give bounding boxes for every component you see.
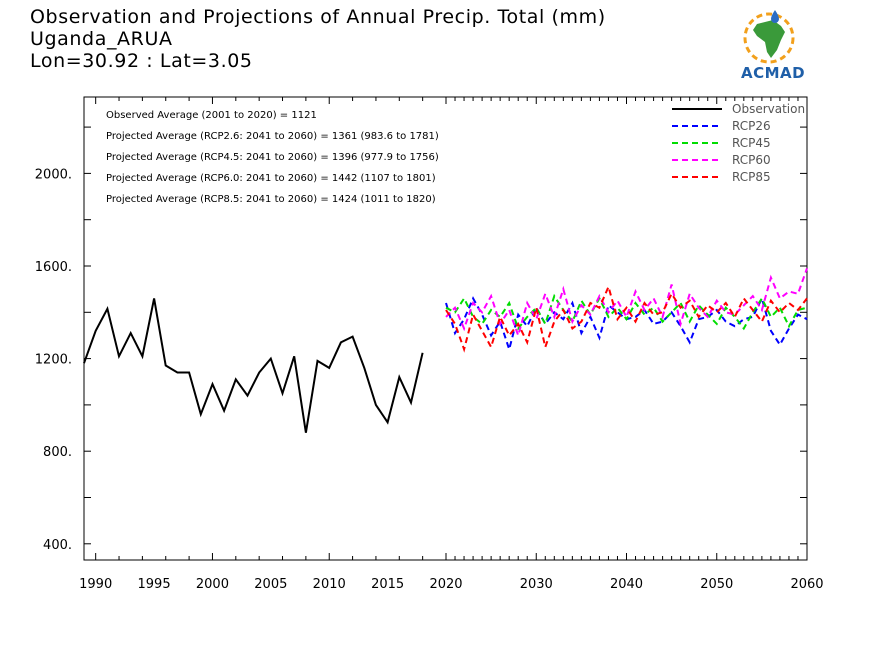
series-line-rcp45 [445,293,808,331]
y-tick-label: 2000. [35,167,72,182]
plot-frame [83,96,808,561]
axis-ticks: 400. 800. 1200. 1600. 2000. 1990 1995 2000 2005 2… [35,97,824,592]
series-lines [83,267,808,433]
x-tick-label: 2060 [790,577,823,592]
series-line-rcp60 [445,267,808,339]
stat-rcp60-average: Projected Average (RCP6.0: 2041 to 2060)… [106,173,436,184]
title-block: Observation and Projections of Annual Pr… [30,6,606,72]
x-tick-label: 1990 [79,577,112,592]
africa-globe-icon [743,10,795,64]
legend-label-observation: Observation [732,102,805,116]
legend-label-rcp85: RCP85 [732,170,771,184]
x-tick-label: 2030 [520,577,553,592]
station-coordinates: Lon=30.92 : Lat=3.05 [30,50,253,72]
series-line-observation [83,298,424,433]
plot-border [83,96,808,561]
legend-label-rcp45: RCP45 [732,136,771,150]
legend: Observation RCP26 RCP45 RCP60 RCP85 [672,102,805,184]
y-tick-label: 400. [43,538,72,553]
station-name: Uganda_ARUA [30,28,173,50]
x-tick-label: 2005 [254,577,287,592]
stat-rcp45-average: Projected Average (RCP4.5: 2041 to 2060)… [106,152,439,163]
chart-title: Observation and Projections of Annual Pr… [30,6,606,28]
y-tick-label: 800. [43,445,72,460]
stats-annotation: Observed Average (2001 to 2020) = 1121 P… [106,110,439,205]
x-tick-label: 1995 [138,577,171,592]
x-tick-label: 2020 [429,577,462,592]
y-tick-label: 1600. [35,260,72,275]
legend-label-rcp26: RCP26 [732,119,771,133]
stat-rcp85-average: Projected Average (RCP8.5: 2041 to 2060)… [106,194,436,205]
series-line-rcp85 [445,283,808,353]
stat-rcp26-average: Projected Average (RCP2.6: 2041 to 2060)… [106,131,439,142]
y-tick-label: 1200. [35,353,72,368]
stat-observed-average: Observed Average (2001 to 2020) = 1121 [106,110,317,121]
x-tick-label: 2050 [700,577,733,592]
x-tick-label: 2015 [371,577,404,592]
logo-text: ACMAD [741,64,806,82]
x-tick-label: 2010 [313,577,346,592]
legend-label-rcp60: RCP60 [732,153,771,167]
x-tick-label: 2040 [610,577,643,592]
x-tick-label: 2000 [196,577,229,592]
acmad-logo: ACMAD [735,6,819,82]
